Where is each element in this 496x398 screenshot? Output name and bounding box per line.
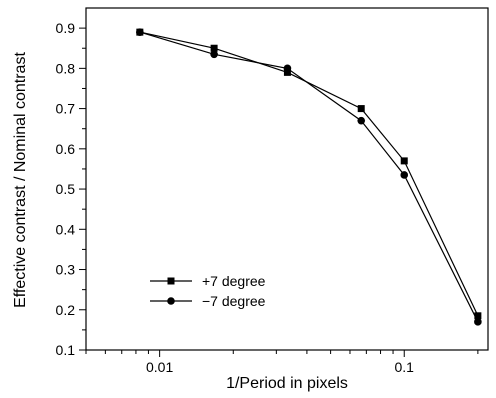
series-minus-7-degree bbox=[136, 28, 482, 326]
legend: +7 degree −7 degree bbox=[150, 273, 266, 309]
legend-marker bbox=[167, 277, 175, 285]
data-point bbox=[210, 44, 218, 52]
data-point bbox=[400, 171, 409, 179]
y-tick-label: 0.3 bbox=[56, 262, 76, 278]
plot-frame bbox=[85, 7, 489, 351]
data-point bbox=[474, 318, 482, 326]
series-layer bbox=[136, 28, 482, 326]
data-point bbox=[357, 105, 365, 113]
y-axis-ticks: 0.1 0.2 0.3 0.4 0.5 0.6 0.7 0.8 0.9 bbox=[56, 20, 86, 358]
series-line bbox=[139, 31, 479, 317]
data-point bbox=[136, 28, 144, 36]
legend-label: −7 degree bbox=[202, 293, 266, 309]
x-axis-ticks: 0.01 0.1 bbox=[85, 350, 479, 375]
data-point bbox=[400, 157, 408, 165]
y-tick-label: 0.1 bbox=[56, 342, 76, 358]
y-axis-title: Effective contrast / Nominal contrast bbox=[12, 52, 29, 308]
legend-label: +7 degree bbox=[202, 273, 266, 289]
data-point bbox=[210, 50, 218, 59]
data-point bbox=[357, 116, 366, 125]
data-point bbox=[474, 312, 482, 320]
y-tick-label: 0.4 bbox=[56, 221, 76, 237]
y-tick-label: 0.5 bbox=[56, 181, 76, 197]
legend-item: −7 degree bbox=[150, 293, 266, 309]
y-tick-label: 0.7 bbox=[56, 101, 76, 117]
x-axis-title: 1/Period in pixels bbox=[226, 375, 348, 392]
legend-item: +7 degree bbox=[150, 273, 266, 289]
y-tick-label: 0.2 bbox=[56, 302, 76, 318]
legend-marker bbox=[167, 297, 175, 305]
series-plus-7-degree bbox=[136, 28, 482, 320]
data-point bbox=[283, 68, 291, 76]
data-point bbox=[283, 64, 292, 73]
y-tick-label: 0.8 bbox=[56, 60, 76, 76]
x-tick-label: 0.01 bbox=[146, 359, 173, 375]
x-tick-label: 0.1 bbox=[395, 359, 415, 375]
series-line bbox=[139, 31, 479, 323]
y-tick-label: 0.6 bbox=[56, 141, 76, 157]
y-tick-label: 0.9 bbox=[56, 20, 76, 36]
